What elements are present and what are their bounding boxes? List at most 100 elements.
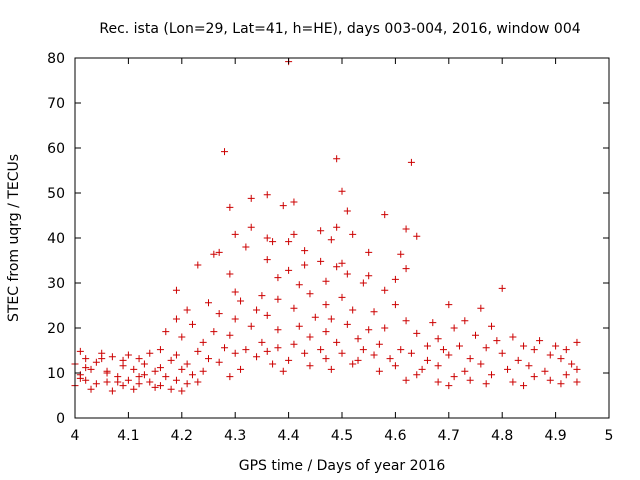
- data-point: [242, 243, 250, 251]
- data-point: [520, 382, 528, 390]
- data-point: [365, 272, 373, 280]
- y-tick-label: 70: [47, 96, 65, 112]
- y-axis-label: STEC from uqrg / TECUs: [6, 154, 22, 322]
- data-point: [397, 250, 405, 258]
- data-point: [306, 362, 314, 370]
- data-point: [520, 342, 528, 350]
- data-point: [381, 286, 389, 294]
- y-tick-label: 0: [56, 411, 65, 427]
- data-point: [327, 315, 335, 323]
- data-point: [140, 371, 148, 379]
- data-point: [258, 338, 266, 346]
- data-point: [370, 308, 378, 316]
- data-point: [354, 335, 362, 343]
- data-point: [397, 346, 405, 354]
- data-point: [188, 371, 196, 379]
- data-point: [477, 360, 485, 368]
- data-point: [258, 292, 266, 300]
- y-tick-label: 80: [47, 51, 65, 67]
- data-point: [386, 355, 394, 363]
- data-point: [322, 355, 330, 363]
- data-point: [247, 194, 255, 202]
- data-point: [210, 250, 218, 258]
- data-point: [370, 351, 378, 359]
- data-point: [423, 342, 431, 350]
- data-point: [375, 340, 383, 348]
- data-point: [82, 376, 90, 384]
- data-point: [226, 331, 234, 339]
- data-point: [509, 333, 517, 341]
- data-point: [434, 378, 442, 386]
- data-point: [242, 346, 250, 354]
- data-point: [552, 342, 560, 350]
- data-point: [557, 380, 565, 388]
- data-point: [562, 371, 570, 379]
- data-point: [445, 382, 453, 390]
- data-point: [482, 380, 490, 388]
- data-point: [140, 360, 148, 368]
- data-point: [573, 365, 581, 373]
- data-point: [327, 236, 335, 244]
- data-point: [210, 328, 218, 336]
- data-point: [172, 286, 180, 294]
- data-point: [199, 338, 207, 346]
- data-point: [568, 360, 576, 368]
- data-point: [418, 365, 426, 373]
- data-point: [135, 355, 143, 363]
- data-point: [274, 326, 282, 334]
- data-point: [290, 304, 298, 312]
- data-point: [472, 331, 479, 339]
- x-tick-label: 4.9: [544, 428, 566, 444]
- data-point: [285, 356, 293, 364]
- data-point: [455, 342, 463, 350]
- data-point: [338, 349, 346, 357]
- data-point: [423, 356, 431, 364]
- data-point: [82, 355, 90, 363]
- data-point: [381, 211, 389, 219]
- x-tick-label: 4.8: [491, 428, 513, 444]
- data-point: [327, 365, 335, 373]
- data-point: [194, 378, 202, 386]
- data-point: [359, 279, 367, 287]
- data-point: [311, 313, 319, 321]
- data-point: [557, 355, 565, 363]
- y-tick-label: 10: [47, 366, 65, 382]
- data-point: [82, 364, 90, 372]
- data-point: [290, 340, 298, 348]
- y-tick-label: 60: [47, 141, 65, 157]
- data-point: [306, 333, 314, 341]
- data-point: [87, 385, 95, 393]
- data-point: [343, 270, 351, 278]
- data-point: [562, 346, 570, 354]
- data-point: [349, 360, 357, 368]
- data-point: [156, 346, 164, 354]
- data-point: [183, 360, 191, 368]
- data-point: [167, 385, 175, 393]
- data-point: [221, 344, 229, 352]
- data-point: [285, 266, 293, 274]
- axis-ticks: [74, 57, 610, 419]
- data-point: [322, 301, 330, 309]
- data-point: [279, 367, 287, 375]
- data-point: [188, 320, 196, 328]
- data-point: [274, 295, 282, 303]
- data-point: [269, 238, 277, 246]
- data-point: [434, 362, 442, 370]
- data-point: [429, 319, 437, 327]
- data-point: [413, 232, 421, 240]
- data-point: [493, 337, 501, 345]
- data-point: [295, 281, 303, 289]
- data-point: [402, 225, 410, 233]
- data-point: [253, 306, 261, 314]
- data-point: [178, 365, 186, 373]
- data-point: [530, 373, 538, 381]
- data-point: [349, 306, 357, 314]
- chart-title: Rec. ista (Lon=29, Lat=41, h=HE), days 0…: [99, 21, 580, 37]
- x-tick-labels: 4 4.1 4.2 4.3 4.4 4.5 4.6 4.7 4.8 4.9 5: [71, 428, 614, 444]
- data-points: [71, 58, 581, 395]
- data-point: [226, 270, 234, 278]
- data-point: [450, 324, 458, 332]
- data-point: [263, 256, 271, 264]
- data-point: [172, 376, 180, 384]
